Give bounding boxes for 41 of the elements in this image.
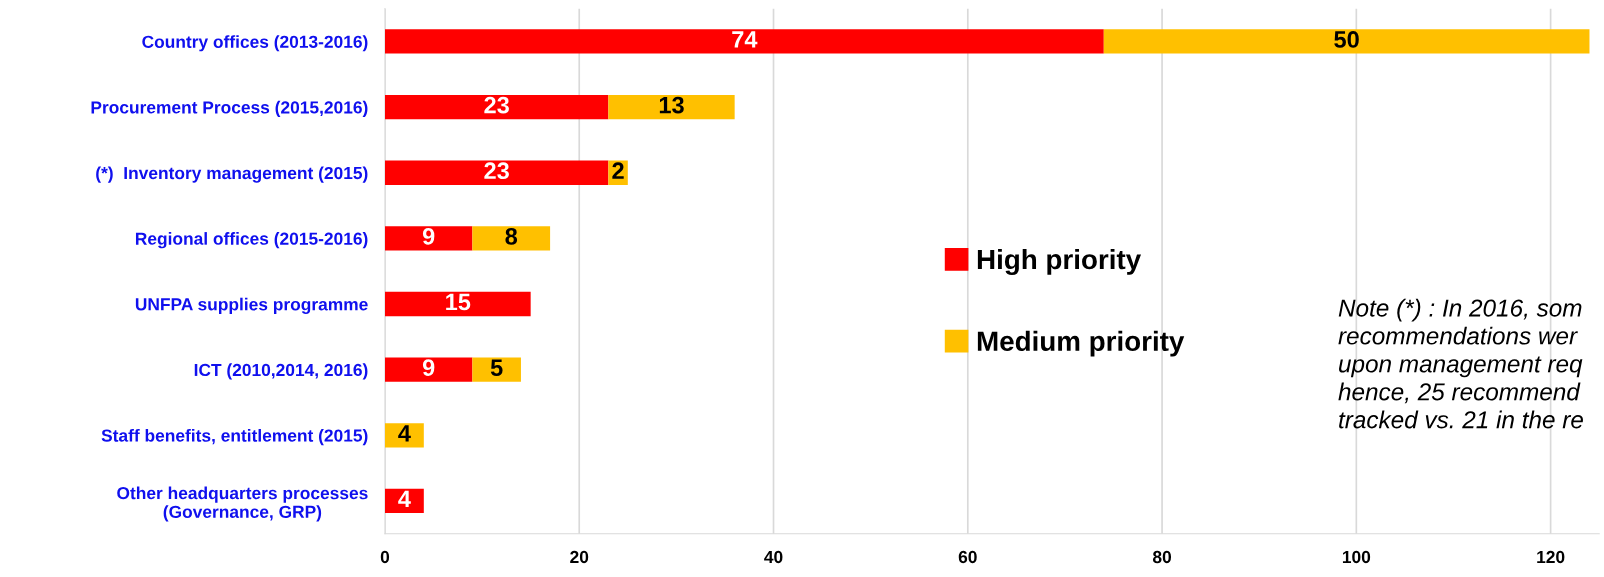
x-tick-label: 60 — [958, 550, 977, 564]
data-label: 15 — [446, 293, 471, 311]
bar — [384, 94, 609, 120]
y-tick-label: (*) Inventory management (2015) — [96, 166, 368, 183]
bar — [384, 291, 531, 317]
x-tick-label: 120 — [1537, 550, 1565, 564]
bar — [608, 94, 735, 120]
y-tick-label: ICT (2010,2014, 2016) — [194, 363, 368, 380]
bar — [384, 29, 1104, 54]
y-tick-label: Country offices (2013-2016) — [142, 35, 368, 52]
x-tick-label: 40 — [764, 550, 783, 564]
bar — [384, 160, 609, 185]
x-tick-label: 100 — [1342, 550, 1371, 564]
x-tick-label: 0 — [380, 550, 390, 564]
data-label: 8 — [505, 227, 518, 245]
data-label: 13 — [659, 96, 684, 114]
legend-label: Medium priority — [977, 330, 1185, 357]
data-label: 50 — [1334, 31, 1359, 48]
y-tick-label: Staff benefits, entitlement (2015) — [101, 428, 368, 446]
y-tick-label: Other headquarters processes (Governance, GRP) — [117, 486, 368, 522]
annotation: Note (*) : In 2016, som recommendations wer upon management req hence, 25 recommend tracked vs. 21 in the re — [1338, 298, 1583, 429]
bar — [472, 357, 521, 382]
x-tick-label: 80 — [1152, 550, 1172, 564]
data-label: 4 — [398, 425, 411, 442]
x-tick-label: 20 — [570, 550, 589, 564]
data-label: 9 — [422, 359, 435, 376]
bar — [472, 226, 551, 251]
bar — [1103, 29, 1590, 54]
legend-label: High priority — [977, 248, 1142, 275]
data-label: 23 — [484, 96, 509, 114]
bar — [384, 226, 473, 251]
data-label: 74 — [732, 31, 758, 48]
y-tick-label: Regional offices (2015-2016) — [135, 232, 368, 249]
y-tick-label: Procurement Process (2015,2016) — [91, 100, 368, 117]
data-label: 4 — [398, 490, 411, 508]
bar — [384, 357, 473, 382]
data-label: 2 — [612, 162, 624, 179]
data-label: 23 — [484, 162, 509, 180]
y-tick-label: UNFPA supplies programme — [135, 297, 368, 314]
data-label: 9 — [422, 227, 435, 245]
data-label: 5 — [490, 359, 503, 376]
